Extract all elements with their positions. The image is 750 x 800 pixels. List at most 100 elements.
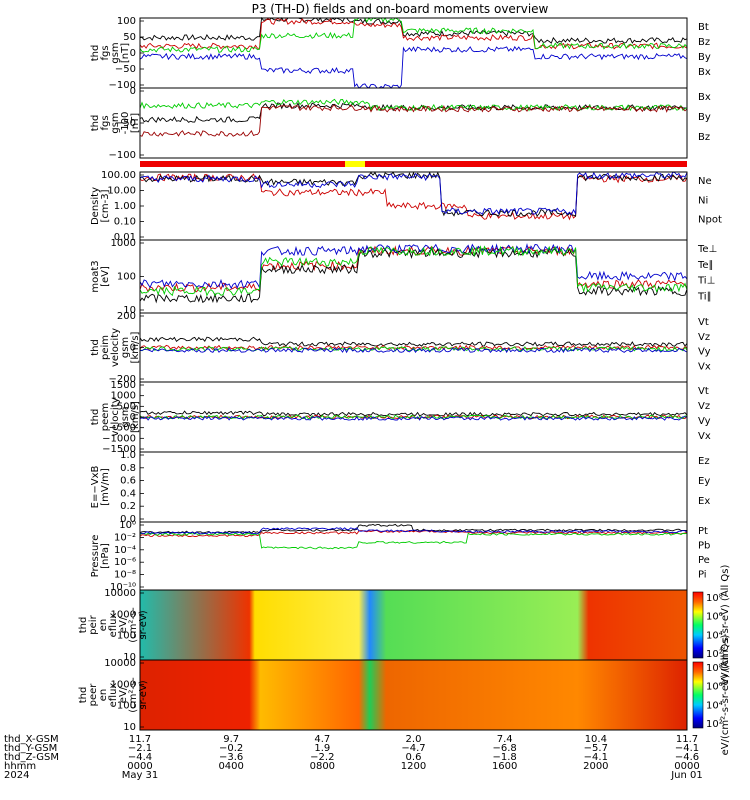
colorbar-tick: 10⁶ — [706, 612, 723, 623]
x-tick-label: −6.8 — [493, 743, 517, 754]
panel-9: 10⁸ 10⁶ 10⁴ 10² 10000 1000 100 10 thdpeireneflux… — [78, 565, 731, 686]
legend-Pt: Pt — [698, 526, 708, 537]
x-tick-label: −4.7 — [401, 743, 425, 754]
x-tick-label: 10.4 — [585, 734, 607, 745]
legend-Ti⊥: Ti⊥ — [697, 276, 715, 287]
panel-10: 10⁸ 10⁶ 10⁴ 10² 10000 1000 100 10 thdpeereneflux… — [78, 635, 731, 756]
legend-Ey: Ey — [698, 476, 710, 487]
y-tick-label: 0.2 — [120, 501, 136, 512]
legend-Bt: Bt — [698, 22, 709, 33]
series-line-Bz — [139, 104, 688, 137]
y-axis-label: Density[cm-3] — [90, 187, 111, 225]
colorbar-label: eV/(cm²-s-sr-eV) (All Qs) — [720, 565, 731, 686]
series-line-Bx — [139, 102, 688, 124]
x-tick-label: 0000 — [127, 761, 152, 772]
x-tick-label: 2000 — [583, 761, 608, 772]
legend-Pe: Pe — [698, 555, 710, 566]
mode-bar — [140, 161, 687, 167]
series-line-Bt — [139, 16, 688, 44]
legend-Ne: Ne — [698, 176, 712, 187]
x-row-label: thd_Y-GSM — [4, 743, 57, 754]
panel-frame — [139, 87, 688, 159]
series-line-Vx — [139, 416, 688, 421]
y-tick-label: 50 — [123, 32, 136, 43]
x-tick-label: −1.8 — [493, 752, 517, 763]
legend-Vt: Vt — [698, 386, 709, 397]
x-tick-label: −4.1 — [584, 752, 608, 763]
x-tick-label: 9.7 — [223, 734, 239, 745]
y-tick-label: 100 — [117, 631, 136, 642]
x-tick-label: −4.4 — [128, 752, 152, 763]
y-tick-label: 1500 — [111, 380, 136, 391]
colorbar-label: eV/(cm²-s-sr-eV) (All Qs) — [720, 635, 731, 756]
x-tick-label: 0800 — [310, 761, 335, 772]
series-line-Pe — [139, 532, 688, 550]
legend-By: By — [698, 112, 711, 123]
colorbar — [692, 661, 704, 729]
y-tick-label: 0.10 — [114, 217, 136, 228]
x-tick-label: 1600 — [492, 761, 517, 772]
panel-4: 1000 100 10 moat3[eV] Te⊥ Te∥ Ti⊥ Ti∥ — [90, 238, 717, 316]
x-tick-label: −4.1 — [675, 743, 699, 754]
colorbar-tick: 10⁸ — [706, 593, 723, 604]
y-axis-label: thdpeemvelocitygsm[km/s] — [90, 397, 141, 436]
y-tick-label: 10 — [123, 305, 136, 316]
legend-Pb: Pb — [698, 541, 710, 552]
y-axis-label: thdfgsgsm-100[nT] — [90, 112, 141, 135]
y-tick-label: −100 — [109, 80, 136, 91]
y-tick-label: −1000 — [102, 433, 136, 444]
panel-frame — [139, 659, 688, 731]
legend-Vt: Vt — [698, 317, 709, 328]
y-tick-label: 10⁻⁴ — [114, 545, 136, 556]
legend-By: By — [698, 52, 711, 63]
series-line-Pi — [139, 527, 688, 535]
series-line-By — [139, 17, 688, 53]
legend-Ez: Ez — [698, 456, 710, 467]
panel-1: 100 50 0 −50 −100 thdfgsgsm[nT] Bt Bz By Bx — [90, 16, 711, 91]
y-tick-label: 1.00 — [114, 201, 136, 212]
legend-Ex: Ex — [698, 496, 710, 507]
y-tick-label: 1000 — [111, 391, 136, 402]
legend-Bx: Bx — [698, 92, 711, 103]
y-tick-label: 10000 — [104, 588, 136, 599]
spectrogram — [140, 590, 687, 660]
x-tick-label: 7.4 — [497, 734, 513, 745]
series-line-Npot — [140, 171, 688, 216]
y-tick-label: 1000 — [111, 609, 136, 620]
series-line-Pb — [139, 530, 688, 538]
y-tick-label: 1000 — [111, 679, 136, 690]
x-tick-label: −3.6 — [219, 752, 243, 763]
y-tick-label: 10.00 — [107, 186, 136, 197]
y-tick-label: 0 — [130, 86, 136, 97]
mode-bar-slow-segment — [345, 161, 365, 167]
x-tick-label: −2.2 — [310, 752, 334, 763]
x-tick-label: −0.2 — [219, 743, 243, 754]
y-axis-label: moat3[eV] — [90, 260, 111, 292]
y-tick-label: 10⁻⁸ — [114, 570, 136, 581]
y-tick-label: −100 — [109, 150, 136, 161]
legend-Vy: Vy — [698, 416, 711, 427]
y-tick-label: 10000 — [104, 658, 136, 669]
legend-Te⊥: Te⊥ — [697, 244, 717, 255]
y-tick-label: 1.0 — [120, 450, 136, 461]
x-tick-label: 1200 — [401, 761, 426, 772]
legend-Te∥: Te∥ — [697, 260, 714, 271]
y-axis-label: thdpeimvelocitygsm[km/s] — [90, 328, 141, 367]
legend-Vx: Vx — [698, 361, 711, 372]
x-tick-label: 0000 — [674, 761, 699, 772]
y-tick-label: 1000 — [111, 238, 136, 249]
x-tick-label: 2.0 — [406, 734, 422, 745]
y-tick-label: 200 — [117, 311, 136, 322]
legend-Npot: Npot — [698, 215, 722, 226]
y-tick-label: 0 — [130, 48, 136, 59]
panels-group: 100500−50−100thdfgsgsm[nT]BtBzByBx0−50−1… — [78, 16, 731, 755]
legend-Vz: Vz — [698, 401, 710, 412]
x-tick-label: −2.1 — [128, 743, 152, 754]
legend-Pi: Pi — [698, 570, 707, 581]
legend-Bx: Bx — [698, 67, 711, 78]
y-tick-label: 0 — [130, 412, 136, 423]
